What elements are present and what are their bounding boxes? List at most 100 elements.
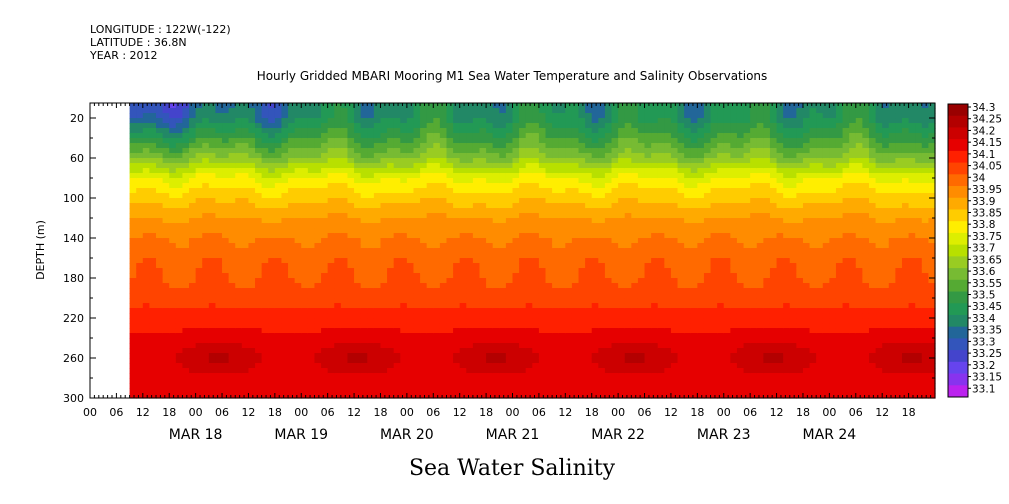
heatmap-cell	[624, 313, 632, 319]
heatmap-cell	[684, 138, 692, 144]
heatmap-cell	[294, 143, 302, 149]
heatmap-cell	[228, 228, 236, 234]
heatmap-cell	[479, 273, 487, 279]
heatmap-cell	[149, 388, 157, 394]
heatmap-cell	[512, 138, 520, 144]
heatmap-cell	[294, 323, 302, 329]
heatmap-cell	[604, 123, 613, 129]
heatmap-cell	[558, 108, 566, 114]
heatmap-cell	[677, 153, 685, 159]
heatmap-cell	[479, 313, 487, 319]
heatmap-cell	[677, 378, 685, 384]
heatmap-cell	[684, 178, 692, 184]
heatmap-cell	[314, 373, 322, 379]
heatmap-cell	[182, 123, 190, 129]
heatmap-cell	[472, 123, 481, 129]
heatmap-cell	[479, 163, 487, 169]
heatmap-cell	[321, 193, 329, 199]
heatmap-cell	[255, 228, 263, 234]
heatmap-cell	[552, 153, 560, 159]
heatmap-cell	[420, 358, 428, 364]
heatmap-cell	[499, 188, 507, 194]
heatmap-cell	[624, 303, 632, 309]
heatmap-cell	[241, 133, 250, 139]
heatmap-cell	[519, 283, 527, 289]
heatmap-cell	[472, 133, 481, 139]
heatmap-cell	[406, 318, 415, 324]
heatmap-cell	[222, 213, 230, 219]
heatmap-cell	[644, 333, 652, 339]
heatmap-cell	[558, 243, 566, 249]
heatmap-cell	[453, 323, 461, 329]
heatmap-cell	[222, 113, 230, 119]
heatmap-cell	[321, 178, 329, 184]
heatmap-cell	[591, 133, 599, 139]
heatmap-cell	[268, 313, 276, 319]
heatmap-cell	[129, 208, 137, 214]
heatmap-cell	[512, 143, 520, 149]
heatmap-cell	[446, 168, 454, 174]
heatmap-cell	[406, 153, 415, 159]
heatmap-cell	[129, 113, 137, 119]
heatmap-cell	[195, 348, 203, 354]
heatmap-cell	[360, 118, 368, 124]
heatmap-cell	[182, 143, 190, 149]
heatmap-cell	[545, 183, 553, 189]
heatmap-cell	[486, 258, 494, 264]
heatmap-cell	[367, 308, 375, 314]
heatmap-cell	[149, 213, 157, 219]
heatmap-cell	[571, 133, 580, 139]
heatmap-cell	[195, 168, 203, 174]
heatmap-cell	[525, 188, 533, 194]
heatmap-cell	[413, 268, 421, 274]
heatmap-cell	[380, 318, 388, 324]
heatmap-cell	[505, 368, 514, 374]
heatmap-cell	[314, 218, 322, 224]
heatmap-cell	[512, 378, 520, 384]
heatmap-cell	[598, 248, 606, 254]
heatmap-cell	[136, 283, 144, 289]
heatmap-cell	[670, 373, 679, 379]
heatmap-cell	[189, 243, 197, 249]
heatmap-cell	[578, 333, 586, 339]
heatmap-cell	[195, 293, 203, 299]
heatmap-cell	[162, 338, 170, 344]
heatmap-cell	[538, 153, 547, 159]
heatmap-cell	[347, 118, 355, 124]
heatmap-cell	[545, 253, 553, 259]
heatmap-cell	[268, 148, 276, 154]
heatmap-cell	[552, 303, 560, 309]
heatmap-cell	[393, 233, 401, 239]
heatmap-cell	[327, 198, 335, 204]
heatmap-cell	[156, 333, 164, 339]
heatmap-cell	[294, 388, 302, 394]
heatmap-cell	[235, 153, 243, 159]
heatmap-cell	[453, 168, 461, 174]
heatmap-cell	[578, 158, 586, 164]
heatmap-cell	[406, 273, 415, 279]
heatmap-cell	[479, 343, 487, 349]
heatmap-cell	[406, 213, 415, 219]
heatmap-cell	[611, 338, 619, 344]
heatmap-cell	[591, 218, 599, 224]
heatmap-cell	[393, 208, 401, 214]
heatmap-cell	[235, 233, 243, 239]
heatmap-cell	[453, 228, 461, 234]
heatmap-cell	[393, 333, 401, 339]
heatmap-cell	[393, 283, 401, 289]
heatmap-cell	[472, 363, 481, 369]
heatmap-cell	[565, 238, 573, 244]
heatmap-cell	[631, 333, 639, 339]
heatmap-cell	[387, 113, 395, 119]
heatmap-cell	[631, 148, 639, 154]
heatmap-cell	[433, 128, 441, 134]
heatmap-cell	[492, 293, 500, 299]
heatmap-cell	[301, 363, 309, 369]
heatmap-cell	[486, 293, 494, 299]
heatmap-cell	[684, 128, 692, 134]
heatmap-cell	[360, 108, 368, 114]
heatmap-cell	[453, 303, 461, 309]
heatmap-cell	[459, 273, 467, 279]
heatmap-cell	[558, 173, 566, 179]
heatmap-cell	[651, 193, 659, 199]
